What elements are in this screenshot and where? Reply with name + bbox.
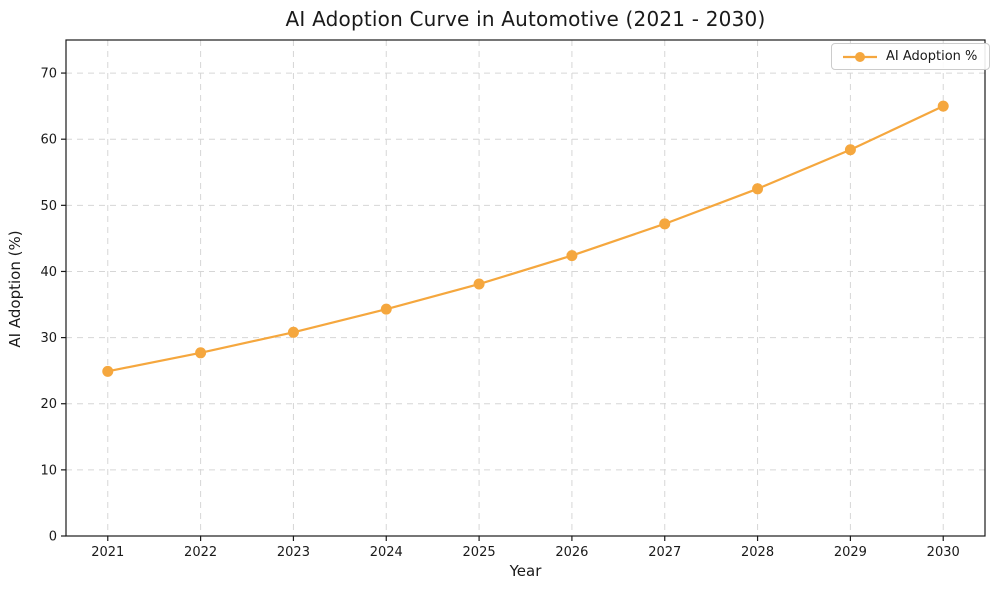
data-point xyxy=(473,278,485,290)
x-tick-label: 2025 xyxy=(463,545,496,560)
data-point xyxy=(937,100,949,112)
x-axis-label: Year xyxy=(509,562,542,580)
data-point xyxy=(659,218,671,230)
data-point xyxy=(844,144,856,156)
x-tick-label: 2022 xyxy=(184,545,217,560)
y-tick-label: 70 xyxy=(40,67,57,82)
legend-label: AI Adoption % xyxy=(886,49,978,64)
y-tick-label: 50 xyxy=(40,199,57,214)
data-point xyxy=(380,303,392,315)
data-point xyxy=(195,347,207,359)
data-point xyxy=(566,250,578,262)
x-tick-label: 2029 xyxy=(834,545,867,560)
data-point xyxy=(752,183,764,195)
x-tick-label: 2027 xyxy=(648,545,681,560)
y-tick-label: 0 xyxy=(49,530,57,545)
series-line xyxy=(106,105,945,373)
x-tick-label: 2026 xyxy=(555,545,588,560)
x-tick-label: 2023 xyxy=(277,545,310,560)
plot-border xyxy=(65,39,986,537)
data-point xyxy=(102,365,114,377)
y-tick-label: 60 xyxy=(40,133,57,148)
legend: AI Adoption % xyxy=(831,43,991,70)
y-axis-label: AI Adoption (%) xyxy=(6,230,24,348)
x-tick-label: 2028 xyxy=(741,545,774,560)
y-tick-label: 10 xyxy=(40,463,57,478)
data-point xyxy=(287,326,299,338)
x-tick-label: 2021 xyxy=(91,545,124,560)
y-tick-label: 40 xyxy=(40,265,57,280)
x-tick-label: 2030 xyxy=(927,545,960,560)
y-tick-label: 30 xyxy=(40,331,57,346)
chart-title: AI Adoption Curve in Automotive (2021 - … xyxy=(285,7,766,31)
y-tick-label: 20 xyxy=(40,397,57,412)
x-tick-label: 2024 xyxy=(370,545,403,560)
legend-line-marker-icon xyxy=(843,51,877,62)
